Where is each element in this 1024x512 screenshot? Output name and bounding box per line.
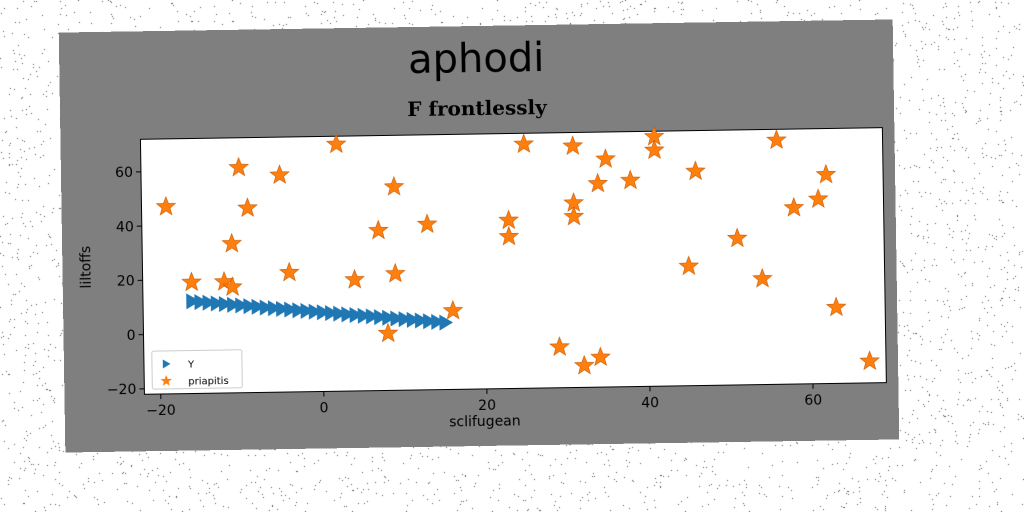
y-series-point xyxy=(373,309,388,326)
priapitis-point xyxy=(228,156,250,177)
y-series-point xyxy=(267,300,282,317)
x-tick-label: 40 xyxy=(641,395,659,411)
y-tick-label: 0 xyxy=(126,328,135,344)
x-tick-label: −20 xyxy=(146,403,176,419)
y-series-point xyxy=(218,296,233,313)
legend-label: Y xyxy=(187,359,195,370)
priapitis-point xyxy=(644,139,665,160)
y-series-point xyxy=(308,303,323,320)
y-series-point xyxy=(431,313,445,330)
priapitis-point xyxy=(563,192,584,212)
y-series-point xyxy=(414,312,429,329)
priapitis-point xyxy=(595,148,616,168)
priapitis-point xyxy=(726,227,748,248)
y-series-point xyxy=(357,307,372,324)
plot-area xyxy=(139,127,887,395)
y-series-point xyxy=(259,299,274,316)
priapitis-point xyxy=(377,322,399,343)
priapitis-point xyxy=(513,133,535,153)
x-tick-label: 0 xyxy=(319,400,328,416)
priapitis-point xyxy=(278,261,300,282)
y-series-point xyxy=(186,293,200,310)
y-series-point xyxy=(333,305,347,322)
priapitis-point xyxy=(498,209,519,230)
y-series-point xyxy=(235,297,249,314)
priapitis-point xyxy=(237,197,258,218)
y-series-point xyxy=(390,310,405,327)
x-axis-label: sclifugean xyxy=(449,413,521,430)
y-tick-label: 40 xyxy=(116,219,134,235)
priapitis-point xyxy=(562,135,584,156)
scatter-plot: −20 0 20 40 60 −20 0 20 40 60 sclifugean liltoff… xyxy=(78,125,887,430)
priapitis-point xyxy=(619,169,641,190)
priapitis-point xyxy=(563,205,585,226)
priapitis-point xyxy=(678,255,700,276)
priapitis-point xyxy=(783,196,805,217)
y-series-point xyxy=(365,308,380,325)
priapitis-point xyxy=(815,163,837,184)
y-axis-label: liltoffs xyxy=(78,246,95,289)
priapitis-point xyxy=(416,213,438,234)
y-series-point xyxy=(422,313,437,330)
priapitis-point xyxy=(269,164,290,185)
priapitis-point xyxy=(859,350,880,371)
priapitis-point xyxy=(573,354,595,375)
priapitis-point xyxy=(155,195,177,216)
priapitis-point xyxy=(685,160,706,181)
x-axis: −20 0 20 40 60 xyxy=(146,383,822,419)
y-series-point xyxy=(251,298,266,315)
y-series-point xyxy=(292,302,307,319)
y-series-point xyxy=(382,309,396,326)
y-series-point xyxy=(284,301,298,318)
priapitis-point xyxy=(590,346,611,367)
y-series-point xyxy=(439,314,454,331)
x-tick-label: 60 xyxy=(804,393,822,409)
y-tick-label: 20 xyxy=(117,273,135,289)
priapitis-point xyxy=(385,262,406,283)
priapitis-point xyxy=(442,299,464,320)
y-series-point xyxy=(202,294,217,311)
priapitis-point xyxy=(344,268,365,289)
priapitis-point xyxy=(587,172,609,193)
legend-box xyxy=(151,349,243,390)
priapitis-point xyxy=(807,188,829,209)
y-series-point xyxy=(210,295,225,312)
priapitis-point xyxy=(825,296,847,317)
y-series-point xyxy=(349,307,364,324)
priapitis-point xyxy=(221,232,243,253)
priapitis-point xyxy=(752,267,773,288)
y-series-point xyxy=(341,306,356,323)
legend-y-marker xyxy=(162,359,171,369)
priapitis-point xyxy=(766,129,787,149)
y-tick-label: −20 xyxy=(107,382,137,398)
legend-label: priapitis xyxy=(188,376,229,388)
y-axis: −20 0 20 40 60 xyxy=(107,165,145,398)
priapitis-point xyxy=(222,276,243,296)
priapitis-point xyxy=(549,336,570,356)
y-series-point xyxy=(227,296,241,313)
priapitis-point xyxy=(498,225,520,246)
priapitis-point xyxy=(383,175,405,196)
legend-priapitis-marker xyxy=(160,374,172,386)
y-tick-label: 60 xyxy=(115,165,133,181)
y-series-point xyxy=(276,300,290,317)
y-series-point xyxy=(194,294,209,311)
priapitis-point xyxy=(181,271,202,292)
y-series-point xyxy=(316,304,331,321)
priapitis-point xyxy=(325,133,347,154)
y-series-point xyxy=(243,298,258,315)
priapitis-point xyxy=(368,219,389,240)
y-series-point xyxy=(300,302,315,319)
figure-panel: aphodi F frontlessly −20 0 20 40 60 −20 0 20 40… xyxy=(58,19,900,453)
y-series-point xyxy=(325,305,339,322)
y-series-point xyxy=(406,311,421,328)
y-series-point xyxy=(398,311,413,328)
series-layer xyxy=(155,125,880,375)
x-tick-label: 20 xyxy=(478,398,496,414)
